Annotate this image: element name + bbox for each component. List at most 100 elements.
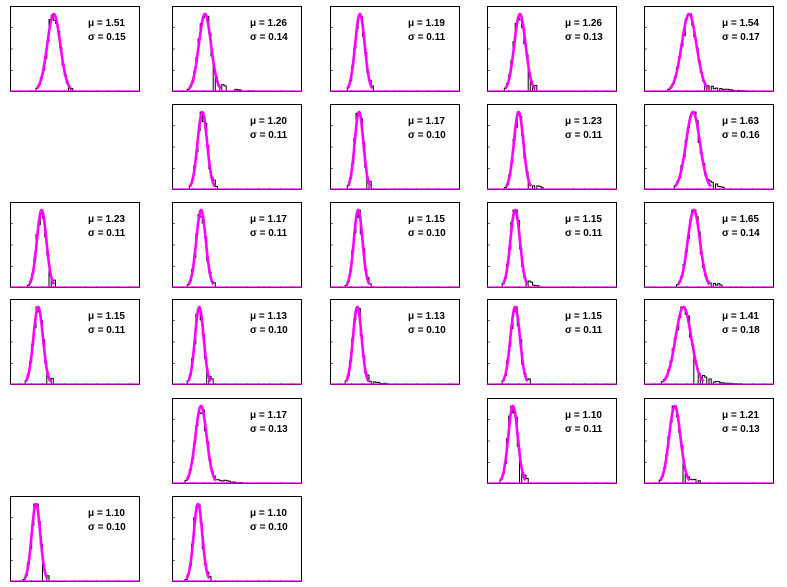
fit-mean-label: μ = 1.26 bbox=[565, 18, 602, 29]
fit-sigma-label: σ = 0.11 bbox=[250, 130, 288, 141]
gaussian-fit-curve bbox=[185, 404, 217, 482]
fit-mean-label: μ = 1.13 bbox=[408, 311, 445, 322]
histogram-panel: μ = 1.19 σ = 0.11 bbox=[330, 6, 460, 92]
gaussian-fit-curve bbox=[35, 12, 72, 90]
fit-sigma-label: σ = 0.11 bbox=[565, 130, 603, 141]
histogram-plot bbox=[10, 496, 140, 582]
fit-mean-label: μ = 1.13 bbox=[250, 311, 287, 322]
fit-mean-label: μ = 1.10 bbox=[565, 410, 602, 421]
histogram-panel: μ = 1.13 σ = 0.10 bbox=[172, 299, 302, 385]
fit-mean-label: μ = 1.41 bbox=[722, 311, 759, 322]
gaussian-fit-curve bbox=[344, 305, 370, 383]
fit-sigma-label: σ = 0.11 bbox=[250, 228, 288, 239]
plot-frame bbox=[644, 6, 774, 92]
fit-sigma-label: σ = 0.11 bbox=[408, 32, 446, 43]
plot-frame bbox=[330, 202, 460, 288]
histogram-panel: μ = 1.17 σ = 0.10 bbox=[330, 104, 460, 190]
histogram-panel: μ = 1.26 σ = 0.14 bbox=[172, 6, 302, 92]
histogram-panel: μ = 1.20 σ = 0.11 bbox=[172, 104, 302, 190]
fit-mean-label: μ = 1.10 bbox=[250, 508, 287, 519]
fit-mean-label: μ = 1.21 bbox=[722, 410, 759, 421]
histogram-plot bbox=[172, 496, 302, 582]
gaussian-fit-curve bbox=[505, 110, 533, 188]
histogram-plot bbox=[172, 202, 302, 288]
histogram-panel: μ = 1.17 σ = 0.13 bbox=[172, 398, 302, 484]
histogram-plot bbox=[330, 6, 460, 92]
histogram-panel: μ = 1.26 σ = 0.13 bbox=[487, 6, 617, 92]
fit-sigma-label: σ = 0.11 bbox=[565, 228, 603, 239]
histogram-panel: μ = 1.17 σ = 0.11 bbox=[172, 202, 302, 288]
fit-sigma-label: σ = 0.11 bbox=[88, 325, 126, 336]
gaussian-fit-curve bbox=[501, 305, 529, 383]
gaussian-fit-curve bbox=[186, 305, 212, 383]
fit-sigma-label: σ = 0.10 bbox=[408, 228, 446, 239]
histogram-panel: μ = 1.15 σ = 0.10 bbox=[330, 202, 460, 288]
gaussian-fit-curve bbox=[668, 12, 710, 90]
gaussian-fit-curve bbox=[185, 502, 211, 580]
histogram-plot bbox=[644, 202, 774, 288]
fit-mean-label: μ = 1.63 bbox=[722, 116, 759, 127]
plot-frame bbox=[172, 202, 302, 288]
gaussian-fit-curve bbox=[662, 305, 705, 383]
gaussian-fit-curve bbox=[188, 12, 222, 90]
histogram-plot bbox=[172, 6, 302, 92]
fit-mean-label: μ = 1.19 bbox=[408, 18, 445, 29]
histogram-plot bbox=[644, 104, 774, 190]
fit-mean-label: μ = 1.15 bbox=[565, 311, 602, 322]
plot-frame bbox=[10, 202, 140, 288]
plot-frame bbox=[644, 299, 774, 385]
histogram-panel: μ = 1.10 σ = 0.10 bbox=[172, 496, 302, 582]
fit-mean-label: μ = 1.17 bbox=[250, 410, 287, 421]
gaussian-fit-curve bbox=[659, 404, 691, 482]
fit-mean-label: μ = 1.26 bbox=[250, 18, 287, 29]
histogram-panel: μ = 1.15 σ = 0.11 bbox=[487, 299, 617, 385]
histogram-plot bbox=[10, 299, 140, 385]
histogram-plot bbox=[644, 6, 774, 92]
histogram-panel: μ = 1.23 σ = 0.11 bbox=[10, 202, 140, 288]
histogram-panel: μ = 1.65 σ = 0.14 bbox=[644, 202, 774, 288]
fit-mean-label: μ = 1.65 bbox=[722, 214, 759, 225]
fit-sigma-label: σ = 0.17 bbox=[722, 32, 760, 43]
fit-sigma-label: σ = 0.15 bbox=[88, 32, 126, 43]
histogram-panel: μ = 1.41 σ = 0.18 bbox=[644, 299, 774, 385]
histogram-plot bbox=[10, 6, 140, 92]
fit-sigma-label: σ = 0.13 bbox=[722, 424, 760, 435]
histogram-panel: μ = 1.15 σ = 0.11 bbox=[10, 299, 140, 385]
histogram-panel: μ = 1.23 σ = 0.11 bbox=[487, 104, 617, 190]
fit-mean-label: μ = 1.10 bbox=[88, 508, 125, 519]
fit-sigma-label: σ = 0.13 bbox=[565, 32, 603, 43]
gaussian-fit-curve bbox=[499, 404, 527, 482]
histogram-plot bbox=[172, 398, 302, 484]
histogram-plot bbox=[172, 104, 302, 190]
histogram-panel: μ = 1.21 σ = 0.13 bbox=[644, 398, 774, 484]
gaussian-fit-curve bbox=[673, 110, 712, 188]
fit-mean-label: μ = 1.15 bbox=[565, 214, 602, 225]
fit-sigma-label: σ = 0.11 bbox=[565, 325, 603, 336]
gaussian-fit-curve bbox=[24, 305, 52, 383]
fit-sigma-label: σ = 0.10 bbox=[408, 325, 446, 336]
histogram-panel: μ = 1.10 σ = 0.10 bbox=[10, 496, 140, 582]
gaussian-fit-curve bbox=[501, 208, 529, 286]
histogram-panel: μ = 1.13 σ = 0.10 bbox=[330, 299, 460, 385]
histogram-plot bbox=[487, 299, 617, 385]
fit-sigma-label: σ = 0.18 bbox=[722, 325, 760, 336]
histogram-plot bbox=[330, 104, 460, 190]
fit-mean-label: μ = 1.23 bbox=[88, 214, 125, 225]
histogram-plot bbox=[644, 299, 774, 385]
plot-frame bbox=[330, 104, 460, 190]
fit-sigma-label: σ = 0.14 bbox=[250, 32, 288, 43]
fit-mean-label: μ = 1.51 bbox=[88, 18, 125, 29]
plot-frame bbox=[644, 104, 774, 190]
fit-mean-label: μ = 1.15 bbox=[408, 214, 445, 225]
gaussian-fit-curve bbox=[677, 208, 711, 286]
histogram-panel: μ = 1.51 σ = 0.15 bbox=[10, 6, 140, 92]
histogram-panel: μ = 1.63 σ = 0.16 bbox=[644, 104, 774, 190]
histogram-plot bbox=[172, 299, 302, 385]
gaussian-fit-curve bbox=[28, 208, 56, 286]
histogram-plot bbox=[487, 202, 617, 288]
histogram-plot bbox=[487, 6, 617, 92]
fit-sigma-label: σ = 0.14 bbox=[722, 228, 760, 239]
fit-mean-label: μ = 1.15 bbox=[88, 311, 125, 322]
gaussian-fit-curve bbox=[346, 12, 374, 90]
